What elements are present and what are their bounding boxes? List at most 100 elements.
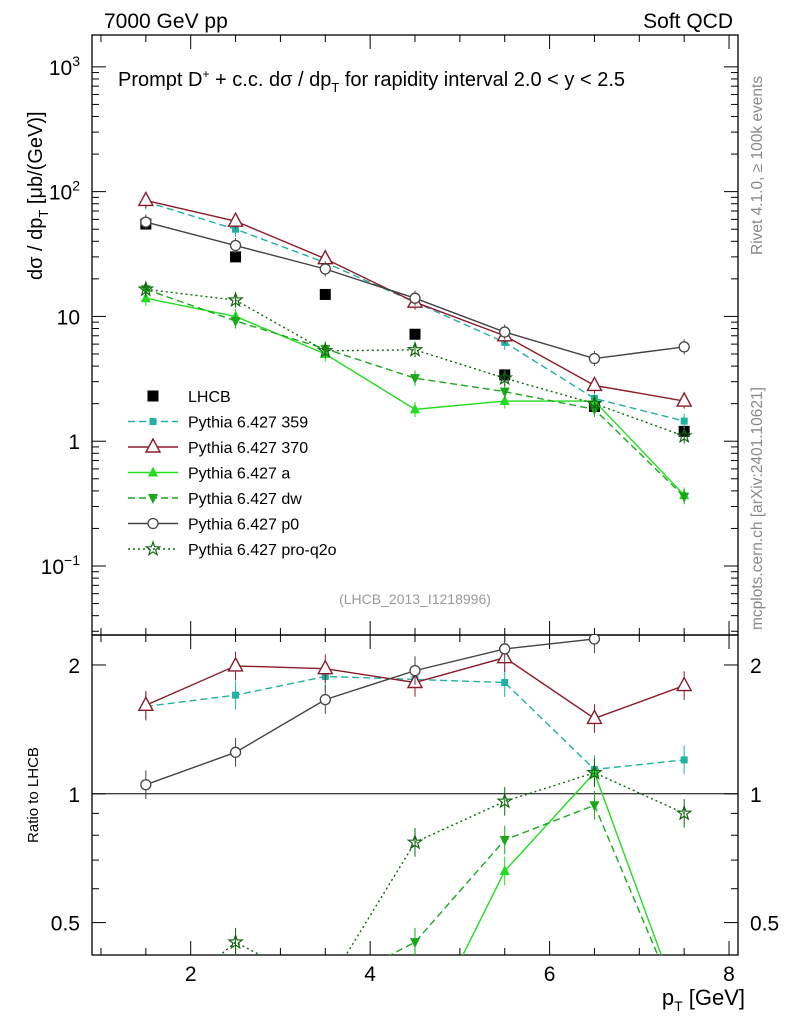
- ratio-y-ticks: 0.5 0.5 1 1 2 2: [51, 655, 779, 936]
- data-point: [229, 239, 242, 252]
- ratio-point: [588, 635, 601, 645]
- data-point: [409, 328, 421, 340]
- series-pythia-6-427-p0: [140, 214, 690, 367]
- ratio-y-tick-label: 0.5: [750, 913, 779, 936]
- main-y-tick-label: 10: [57, 306, 80, 329]
- ratio-point: [319, 693, 331, 706]
- data-point: [409, 292, 421, 304]
- ratio-point: [499, 835, 510, 846]
- data-point: [679, 492, 690, 503]
- ratio-point: [675, 804, 693, 821]
- data-point: [137, 190, 155, 207]
- ratio-y-tick-label: 1: [68, 784, 80, 807]
- header-left: 7000 GeV pp: [104, 10, 228, 33]
- ratio-point: [227, 656, 244, 672]
- ratio-point: [586, 708, 603, 725]
- legend-label: Pythia 6.427 a: [188, 466, 290, 483]
- main-panel: 10−1 1 10 102 103 Prompt D+ + c.c. dσ / dpT …: [41, 34, 739, 636]
- ratio-point: [317, 659, 334, 675]
- main-y-label: dσ / dpT [μb/(GeV)]: [25, 111, 51, 280]
- ratio-y-tick-label: 1: [750, 784, 762, 807]
- data-point: [232, 225, 240, 233]
- main-x-ticks: [100, 35, 730, 635]
- main-y-tick-label: 10−1: [41, 552, 81, 579]
- ratio-y-tick-label: 0.5: [51, 913, 80, 936]
- data-point: [410, 403, 420, 414]
- legend-marker: [148, 494, 158, 504]
- ratio-line: [462, 771, 662, 955]
- data-point: [588, 352, 601, 365]
- data-point: [410, 374, 420, 385]
- ratio-series-group: [137, 635, 693, 955]
- data-point: [586, 394, 603, 411]
- ratio-series-pythia-6-427-pro-q2o: [219, 758, 693, 955]
- legend-label: LHCB: [188, 389, 231, 406]
- data-point: [230, 316, 241, 327]
- data-point: [675, 391, 693, 407]
- header-right: Soft QCD: [643, 10, 733, 33]
- x-tick-label: 4: [364, 963, 376, 986]
- legend-label: Pythia 6.427 359: [188, 415, 308, 432]
- main-y-ticks: 10−1 1 10 102 103: [41, 53, 738, 632]
- rivet-label: Rivet 4.1.0, ≥ 100k events: [749, 76, 766, 255]
- main-y-tick-label: 1: [68, 431, 80, 454]
- ratio-point: [140, 779, 152, 791]
- ratio-point: [232, 691, 240, 699]
- legend-label: Pythia 6.427 370: [188, 440, 308, 457]
- legend-marker: [144, 540, 162, 557]
- ratio-point: [406, 833, 424, 850]
- data-point: [499, 395, 510, 406]
- ratio-line: [219, 771, 685, 955]
- x-tick-label: 6: [544, 963, 556, 986]
- legend-item: Pythia 6.427 dw: [128, 491, 302, 508]
- ratio-y-tick-label: 2: [750, 655, 762, 678]
- ratio-point: [496, 792, 514, 809]
- legend-item: Pythia 6.427 370: [128, 437, 308, 457]
- ratio-point: [501, 678, 509, 686]
- watermark: (LHCB_2013_I1218996): [339, 591, 491, 607]
- x-axis-label: pT [GeV]: [662, 985, 745, 1014]
- chart-title: Prompt D+ + c.c. dσ / dpT for rapidity i…: [118, 67, 625, 95]
- legend-marker: [147, 517, 159, 530]
- data-point: [586, 375, 603, 392]
- data-point: [316, 341, 334, 359]
- legend-marker: [148, 466, 158, 477]
- ratio-point: [675, 676, 693, 692]
- x-tick-label: 2: [185, 963, 197, 986]
- legend-label: Pythia 6.427 pro-q2o: [188, 542, 337, 559]
- ratio-series-pythia-6-427-p0: [140, 635, 601, 800]
- ratio-point: [499, 865, 510, 876]
- series-pythia-6-427-pro-q2o: [137, 280, 693, 444]
- legend: LHCB Pythia 6.427 359 Pythia 6.427 370 Pyth…: [128, 389, 337, 559]
- data-point: [140, 216, 152, 228]
- data-point: [499, 387, 510, 398]
- series-pythia-6-427-370: [137, 190, 693, 409]
- data-point: [675, 427, 693, 444]
- ratio-point: [229, 746, 242, 758]
- ratio-y-label: Ratio to LHCB: [25, 747, 42, 843]
- ratio-series-pythia-6-427-dw: [388, 790, 659, 955]
- ratio-x-ticks: 2 4 6 8: [100, 635, 735, 986]
- data-point: [230, 251, 242, 263]
- data-point: [499, 326, 511, 338]
- ratio-point: [409, 664, 421, 677]
- data-point: [680, 417, 688, 425]
- legend-item: Pythia 6.427 359: [128, 415, 308, 432]
- ratio-point: [680, 756, 688, 764]
- data-point: [319, 288, 331, 300]
- legend-item: Pythia 6.427 pro-q2o: [128, 540, 337, 559]
- data-point: [140, 292, 151, 303]
- data-point: [678, 341, 690, 353]
- ratio-point: [137, 695, 155, 711]
- legend-item: Pythia 6.427 a: [128, 466, 290, 483]
- ratio-point: [586, 763, 603, 780]
- legend-item: Pythia 6.427 p0: [128, 517, 299, 534]
- legend-marker: [144, 437, 162, 453]
- legend-marker: [149, 418, 157, 425]
- ratio-point: [227, 933, 244, 950]
- data-point: [227, 211, 244, 227]
- data-point: [137, 280, 155, 297]
- legend-label: Pythia 6.427 p0: [188, 517, 299, 534]
- main-y-tick-label: 102: [49, 178, 80, 205]
